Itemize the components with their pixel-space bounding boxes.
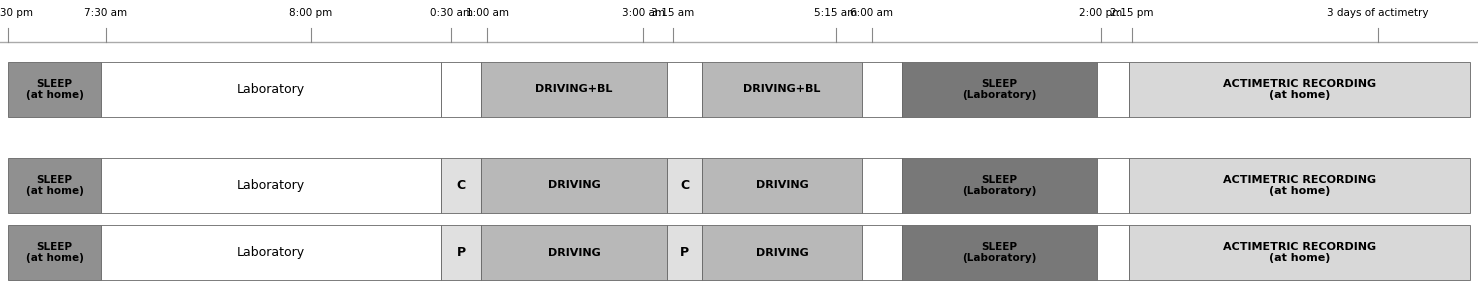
Bar [667, 158, 702, 213]
Bar [1097, 62, 1129, 117]
Bar [1129, 225, 1471, 280]
Text: 3:00 am: 3:00 am [622, 8, 665, 18]
Text: 11:30 pm: 11:30 pm [0, 8, 33, 18]
Text: 7:30 am: 7:30 am [84, 8, 127, 18]
Bar [702, 62, 862, 117]
Text: 3:15 am: 3:15 am [652, 8, 695, 18]
Bar [7, 158, 101, 213]
Bar [902, 158, 1097, 213]
Text: P: P [457, 246, 466, 259]
Text: DRIVING+BL: DRIVING+BL [535, 85, 613, 94]
Bar [702, 225, 862, 280]
Text: 8:00 pm: 8:00 pm [290, 8, 333, 18]
Text: DRIVING: DRIVING [755, 181, 808, 190]
Text: Laboratory: Laboratory [236, 83, 304, 96]
Text: 6:00 am: 6:00 am [850, 8, 894, 18]
Bar [902, 225, 1097, 280]
Bar [440, 62, 480, 117]
Bar [667, 225, 702, 280]
Bar [480, 158, 667, 213]
Bar [702, 158, 862, 213]
Text: SLEEP
(at home): SLEEP (at home) [25, 175, 83, 196]
Text: ACTIMETRIC RECORDING
(at home): ACTIMETRIC RECORDING (at home) [1222, 79, 1376, 100]
Bar [440, 158, 480, 213]
Bar [862, 158, 902, 213]
Text: P: P [680, 246, 689, 259]
Text: SLEEP
(at home): SLEEP (at home) [25, 79, 83, 100]
Bar [1097, 158, 1129, 213]
Bar [7, 225, 101, 280]
Text: C: C [680, 179, 689, 192]
Bar [1097, 225, 1129, 280]
Text: 1:00 am: 1:00 am [466, 8, 508, 18]
Text: 5:15 am: 5:15 am [814, 8, 857, 18]
Bar [480, 62, 667, 117]
Bar [101, 158, 440, 213]
Text: 2:00 pm: 2:00 pm [1079, 8, 1123, 18]
Text: SLEEP
(at home): SLEEP (at home) [25, 242, 83, 263]
Text: Laboratory: Laboratory [236, 246, 304, 259]
Text: ACTIMETRIC RECORDING
(at home): ACTIMETRIC RECORDING (at home) [1222, 242, 1376, 263]
Bar [1129, 158, 1471, 213]
Bar [667, 62, 702, 117]
Text: SLEEP
(Laboratory): SLEEP (Laboratory) [962, 79, 1036, 100]
Bar [862, 225, 902, 280]
Bar [101, 62, 440, 117]
Text: SLEEP
(Laboratory): SLEEP (Laboratory) [962, 242, 1036, 263]
Text: 0:30 am: 0:30 am [430, 8, 473, 18]
Text: DRIVING: DRIVING [755, 248, 808, 257]
Text: ACTIMETRIC RECORDING
(at home): ACTIMETRIC RECORDING (at home) [1222, 175, 1376, 196]
Bar [480, 225, 667, 280]
Bar [902, 62, 1097, 117]
Text: Laboratory: Laboratory [236, 179, 304, 192]
Text: C: C [457, 179, 466, 192]
Text: DRIVING+BL: DRIVING+BL [743, 85, 820, 94]
Bar [862, 62, 902, 117]
Text: DRIVING: DRIVING [548, 181, 600, 190]
Bar [440, 225, 480, 280]
Text: SLEEP
(Laboratory): SLEEP (Laboratory) [962, 175, 1036, 196]
Bar [7, 62, 101, 117]
Bar [1129, 62, 1471, 117]
Bar [101, 225, 440, 280]
Text: 2:15 pm: 2:15 pm [1110, 8, 1154, 18]
Text: 3 days of actimetry: 3 days of actimetry [1327, 8, 1429, 18]
Text: DRIVING: DRIVING [548, 248, 600, 257]
